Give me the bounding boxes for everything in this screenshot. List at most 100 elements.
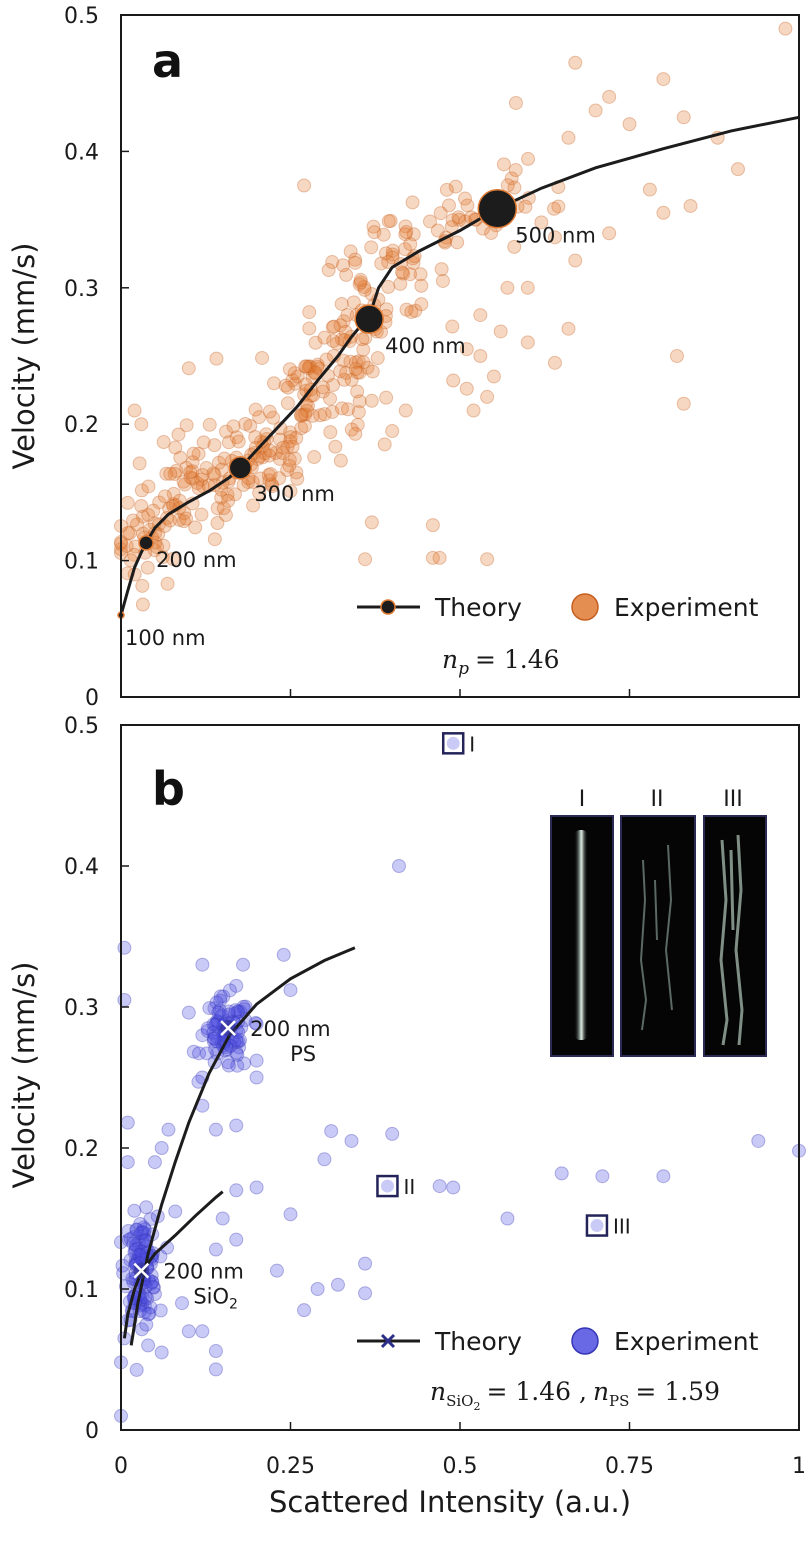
experiment-point-a bbox=[262, 404, 277, 419]
experiment-point-a bbox=[404, 304, 419, 319]
experiment-point-a bbox=[364, 393, 379, 408]
experiment-point-a bbox=[326, 378, 341, 393]
experiment-point-b bbox=[129, 1222, 144, 1237]
experiment-point-b bbox=[116, 1266, 131, 1281]
experiment-point-b bbox=[656, 1169, 671, 1184]
experiment-point-a bbox=[326, 333, 341, 348]
experiment-point-a bbox=[329, 336, 344, 351]
experiment-point-b bbox=[168, 1204, 183, 1219]
experiment-point-a bbox=[622, 117, 637, 132]
experiment-point-a bbox=[214, 490, 229, 505]
inset-streak-III bbox=[719, 834, 744, 1046]
experiment-point-a bbox=[365, 364, 380, 379]
experiment-point-a bbox=[480, 552, 495, 567]
experiment-point-a bbox=[302, 305, 317, 320]
experiment-point-a bbox=[298, 359, 313, 374]
experiment-point-a bbox=[176, 514, 191, 529]
experiment-point-b bbox=[213, 993, 228, 1008]
experiment-point-a bbox=[120, 495, 135, 510]
experiment-point-b bbox=[297, 1303, 312, 1318]
experiment-point-b bbox=[200, 1021, 215, 1036]
experiment-point-a bbox=[273, 421, 288, 436]
experiment-point-b bbox=[210, 1013, 225, 1028]
inset-label-I: I bbox=[579, 787, 586, 812]
experiment-point-a bbox=[450, 235, 465, 250]
experiment-point-a bbox=[253, 471, 268, 486]
experiment-point-a bbox=[337, 372, 352, 387]
experiment-point-a bbox=[181, 361, 196, 376]
experiment-point-b bbox=[221, 1004, 236, 1019]
theory-size-label: 400 nm bbox=[385, 334, 466, 358]
experiment-point-a bbox=[352, 365, 367, 380]
experiment-point-b bbox=[276, 947, 291, 962]
experiment-point-a bbox=[493, 324, 508, 339]
experiment-point-a bbox=[300, 403, 315, 418]
legend-theory-marker-b bbox=[380, 1333, 396, 1349]
experiment-point-b bbox=[229, 978, 244, 993]
experiment-point-b bbox=[143, 1300, 158, 1315]
experiment-point-b bbox=[230, 1058, 245, 1073]
experiment-point-a bbox=[338, 324, 353, 339]
experiment-point-a bbox=[196, 435, 211, 450]
y-tick-label: 0.3 bbox=[64, 996, 99, 1021]
experiment-point-a bbox=[255, 450, 270, 465]
experiment-point-a bbox=[676, 110, 691, 125]
experiment-point-a bbox=[381, 255, 396, 270]
experiment-point-b bbox=[117, 992, 132, 1007]
experiment-point-b bbox=[127, 1245, 142, 1260]
experiment-point-b bbox=[143, 1276, 158, 1291]
experiment-point-a bbox=[185, 464, 200, 479]
experiment-point-a bbox=[287, 366, 302, 381]
boxed-point-label: III bbox=[613, 1215, 631, 1239]
inset-label-II: II bbox=[651, 787, 664, 812]
experiment-point-a bbox=[348, 255, 363, 270]
experiment-point-a bbox=[336, 314, 351, 329]
experiment-point-b bbox=[358, 1286, 373, 1301]
experiment-point-a bbox=[396, 266, 411, 281]
experiment-point-a bbox=[399, 225, 414, 240]
experiment-point-a bbox=[405, 195, 420, 210]
experiment-point-a bbox=[282, 362, 297, 377]
experiment-point-b bbox=[432, 1179, 447, 1194]
experiment-point-a bbox=[290, 369, 305, 384]
experiment-point-b bbox=[140, 1291, 155, 1306]
experiment-point-a bbox=[500, 280, 515, 295]
experiment-point-a bbox=[297, 419, 312, 434]
experiment-point-a bbox=[364, 515, 379, 530]
experiment-point-a bbox=[217, 451, 232, 466]
panel-label-b: b bbox=[152, 762, 185, 816]
experiment-point-b bbox=[135, 1224, 150, 1239]
experiment-point-a bbox=[398, 403, 413, 418]
y-tick-label: 0.5 bbox=[64, 4, 99, 29]
highlight-box bbox=[376, 1174, 399, 1198]
experiment-point-a bbox=[263, 466, 278, 481]
experiment-point-b bbox=[595, 1169, 610, 1184]
experiment-point-a bbox=[459, 381, 474, 396]
experiment-point-b bbox=[208, 1242, 223, 1257]
experiment-point-a bbox=[221, 493, 236, 508]
experiment-point-a bbox=[403, 237, 418, 252]
experiment-point-a bbox=[414, 278, 429, 293]
x-tick-label: 0.25 bbox=[266, 1454, 315, 1479]
experiment-point-a bbox=[278, 378, 293, 393]
experiment-point-a bbox=[547, 230, 562, 245]
experiment-point-a bbox=[190, 476, 205, 491]
experiment-point-a bbox=[656, 72, 671, 87]
experiment-point-a bbox=[383, 213, 398, 228]
x-tick-label: 1 bbox=[792, 1454, 806, 1479]
inset-image-III bbox=[703, 815, 767, 1057]
experiment-point-a bbox=[159, 466, 174, 481]
experiment-point-b bbox=[231, 1004, 246, 1019]
y-tick-label: 0.5 bbox=[64, 714, 99, 739]
experiment-point-a bbox=[351, 354, 366, 369]
experiment-point-a bbox=[326, 319, 341, 334]
theory-mark-sublabel: PS bbox=[290, 1042, 316, 1066]
experiment-point-a bbox=[135, 597, 150, 612]
experiment-point-a bbox=[202, 417, 217, 432]
experiment-point-a bbox=[171, 427, 186, 442]
experiment-point-b bbox=[206, 1025, 221, 1040]
experiment-point-b bbox=[249, 1070, 264, 1085]
experiment-point-a bbox=[500, 178, 515, 193]
experiment-point-a bbox=[122, 526, 137, 541]
